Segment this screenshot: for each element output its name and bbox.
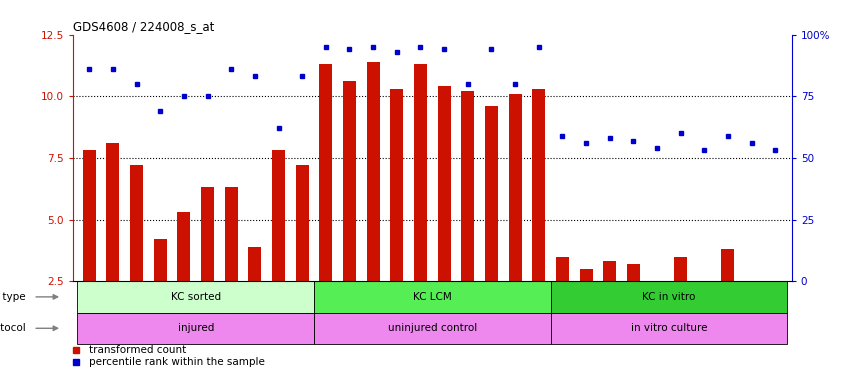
Text: in vitro culture: in vitro culture	[631, 323, 707, 333]
Text: GDS4608 / 224008_s_at: GDS4608 / 224008_s_at	[73, 20, 214, 33]
Text: protocol: protocol	[0, 323, 26, 333]
Bar	[272, 151, 285, 281]
Text: percentile rank within the sample: percentile rank within the sample	[88, 358, 265, 367]
Bar	[78, 281, 314, 313]
Bar	[225, 187, 238, 281]
Text: KC in vitro: KC in vitro	[642, 292, 695, 302]
Bar	[106, 143, 120, 281]
Bar	[603, 262, 616, 281]
Text: cell type: cell type	[0, 292, 26, 302]
Bar	[437, 86, 450, 281]
Bar	[722, 249, 734, 281]
Text: transformed count: transformed count	[88, 345, 186, 355]
Bar	[461, 91, 474, 281]
Bar	[484, 106, 498, 281]
Bar	[248, 247, 261, 281]
Bar	[414, 64, 427, 281]
Bar	[556, 257, 569, 281]
Bar	[177, 212, 190, 281]
Bar	[580, 269, 592, 281]
Text: injured: injured	[177, 323, 214, 333]
Bar	[83, 151, 96, 281]
Bar	[314, 313, 550, 344]
Bar	[314, 281, 550, 313]
Bar	[154, 239, 167, 281]
Bar	[130, 165, 143, 281]
Bar	[532, 89, 545, 281]
Text: KC sorted: KC sorted	[170, 292, 221, 302]
Bar	[366, 62, 380, 281]
Bar	[201, 187, 214, 281]
Bar	[343, 81, 356, 281]
Text: KC LCM: KC LCM	[413, 292, 452, 302]
Bar	[550, 313, 787, 344]
Bar	[675, 257, 687, 281]
Bar	[295, 165, 309, 281]
Bar	[319, 64, 332, 281]
Bar	[627, 264, 639, 281]
Bar	[550, 281, 787, 313]
Bar	[390, 89, 403, 281]
Text: uninjured control: uninjured control	[388, 323, 477, 333]
Bar	[78, 313, 314, 344]
Bar	[508, 94, 521, 281]
